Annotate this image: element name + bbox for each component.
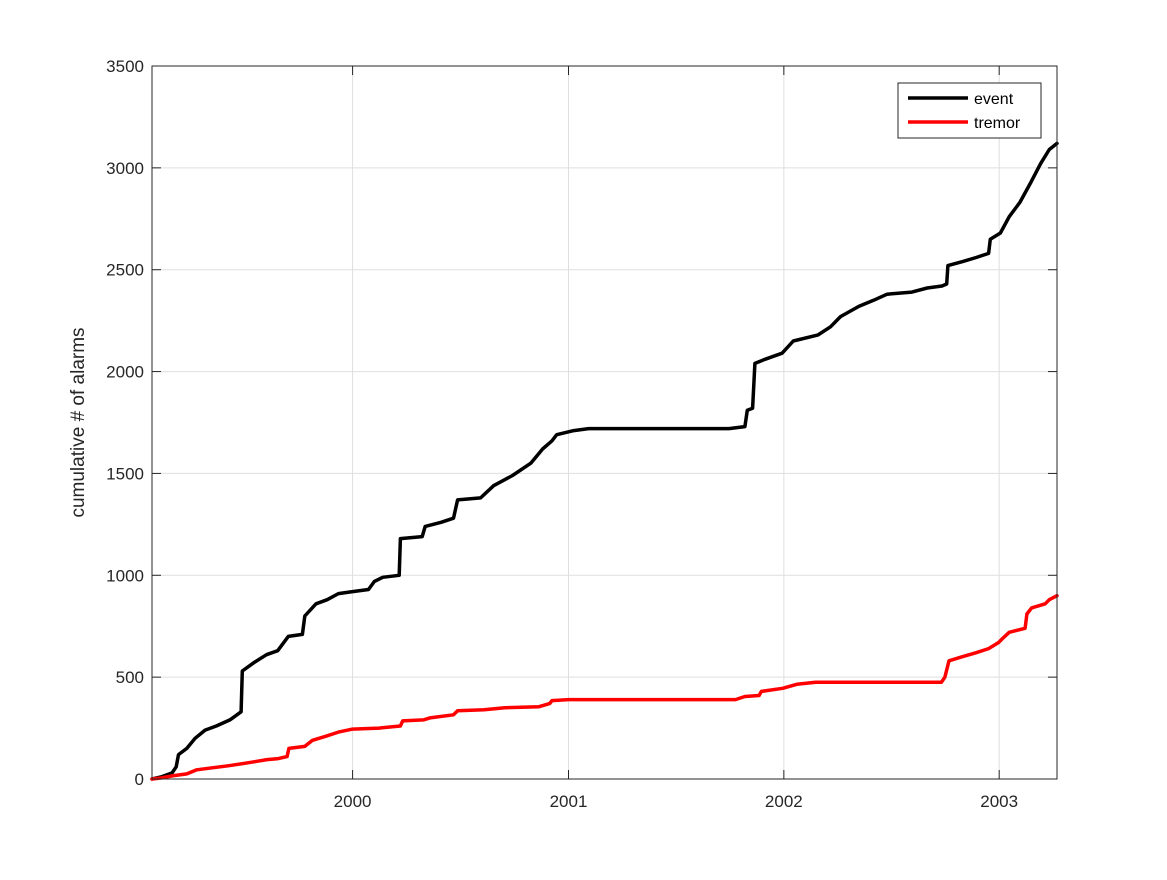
y-tick-label: 1000 bbox=[106, 566, 144, 585]
series-layer bbox=[150, 141, 1059, 781]
y-tick-label: 3000 bbox=[106, 159, 144, 178]
y-tick-label: 0 bbox=[135, 770, 144, 789]
legend-items: event tremor bbox=[908, 91, 1021, 132]
x-tick-label: 2002 bbox=[765, 792, 803, 811]
y-tick-label: 500 bbox=[116, 668, 144, 687]
y-tick-label: 3500 bbox=[106, 57, 144, 76]
series-line-event bbox=[150, 141, 1059, 781]
ticks: 0 500 1000 1500 2000 2500 3000 3500 2000 2001 2002… bbox=[106, 57, 1057, 811]
y-axis-label: cumulative # of alarms bbox=[68, 327, 89, 517]
legend-box bbox=[897, 82, 1042, 139]
grid bbox=[152, 65, 1057, 780]
x-tick-label: 2000 bbox=[334, 792, 372, 811]
y-tick-label: 2500 bbox=[106, 261, 144, 280]
legend-label-event: event bbox=[974, 91, 1014, 108]
y-tick-label: 1500 bbox=[106, 464, 144, 483]
x-tick-label: 2003 bbox=[980, 792, 1018, 811]
legend-label-tremor: tremor bbox=[974, 115, 1021, 132]
y-tick-label: 2000 bbox=[106, 363, 144, 382]
series-line-tremor bbox=[150, 593, 1059, 781]
x-tick-label: 2001 bbox=[550, 792, 588, 811]
legend: event tremor bbox=[897, 82, 1042, 139]
axes-box bbox=[151, 65, 1058, 780]
